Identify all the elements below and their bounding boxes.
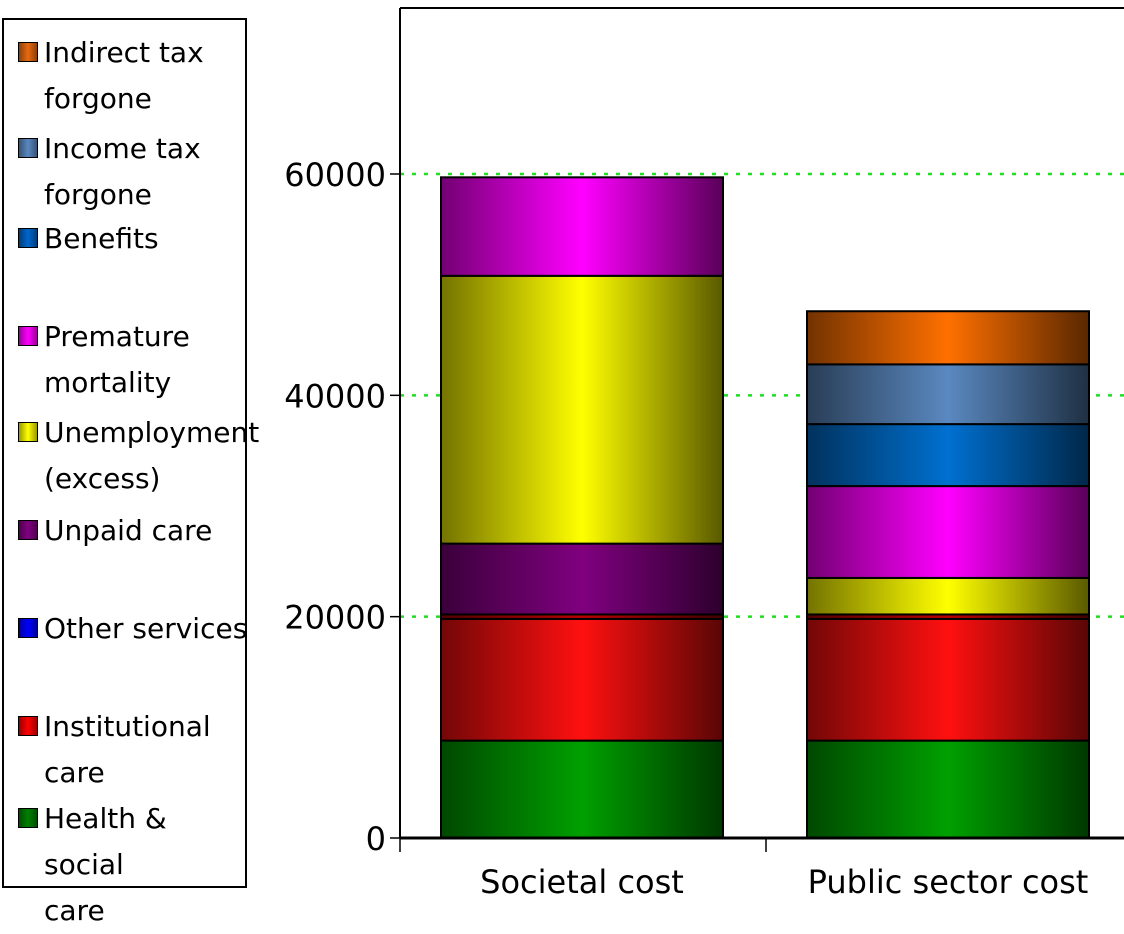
bar-segment xyxy=(806,310,1090,366)
legend-label: Unemployment (excess) xyxy=(44,416,260,495)
legend-label: Unpaid care xyxy=(44,514,213,547)
bar-segment xyxy=(440,274,724,545)
x-category-label: Societal cost xyxy=(480,863,684,901)
legend-label: Benefits xyxy=(44,222,159,255)
bar-segment xyxy=(806,576,1090,616)
legend-label: Other services xyxy=(44,612,248,645)
legend-swatch xyxy=(18,42,38,62)
bar-segment xyxy=(806,363,1090,426)
legend-label: Indirect tax forgone xyxy=(44,36,204,115)
bars xyxy=(440,176,1090,840)
legend-swatch xyxy=(18,520,38,540)
legend-swatch xyxy=(18,228,38,248)
bar-segment xyxy=(440,542,724,616)
y-tick-label: 40000 xyxy=(284,377,386,415)
legend-label: Premature mortality xyxy=(44,320,190,399)
y-tick-label: 20000 xyxy=(284,599,386,637)
legend-label: Institutional care xyxy=(44,710,211,789)
legend-swatch xyxy=(18,422,38,442)
legend-label: Income tax forgone xyxy=(44,132,201,211)
bar-segment xyxy=(806,423,1090,488)
bar-segment xyxy=(806,617,1090,742)
legend-swatch xyxy=(18,618,38,638)
y-tick-label: 0 xyxy=(366,820,386,858)
stacked-bar-chart: 0 20000 40000 60000 Societal cost Public sect… xyxy=(284,7,1124,901)
x-category-label: Public sector cost xyxy=(808,863,1089,901)
legend-swatch xyxy=(18,326,38,346)
y-tick-label: 60000 xyxy=(284,156,386,194)
bar-segment xyxy=(806,739,1090,840)
legend: Indirect tax forgone Income tax forgone Be… xyxy=(2,18,259,927)
legend-swatch xyxy=(18,716,38,736)
axis-labels: 0 20000 40000 60000 Societal cost Public sect… xyxy=(284,156,1088,901)
legend-swatch xyxy=(18,808,38,828)
bar-segment xyxy=(440,176,724,277)
legend-swatch xyxy=(18,138,38,158)
bar-segment xyxy=(440,739,724,840)
bar-segment xyxy=(806,485,1090,579)
bar-segment xyxy=(440,617,724,742)
axes xyxy=(390,7,1124,852)
